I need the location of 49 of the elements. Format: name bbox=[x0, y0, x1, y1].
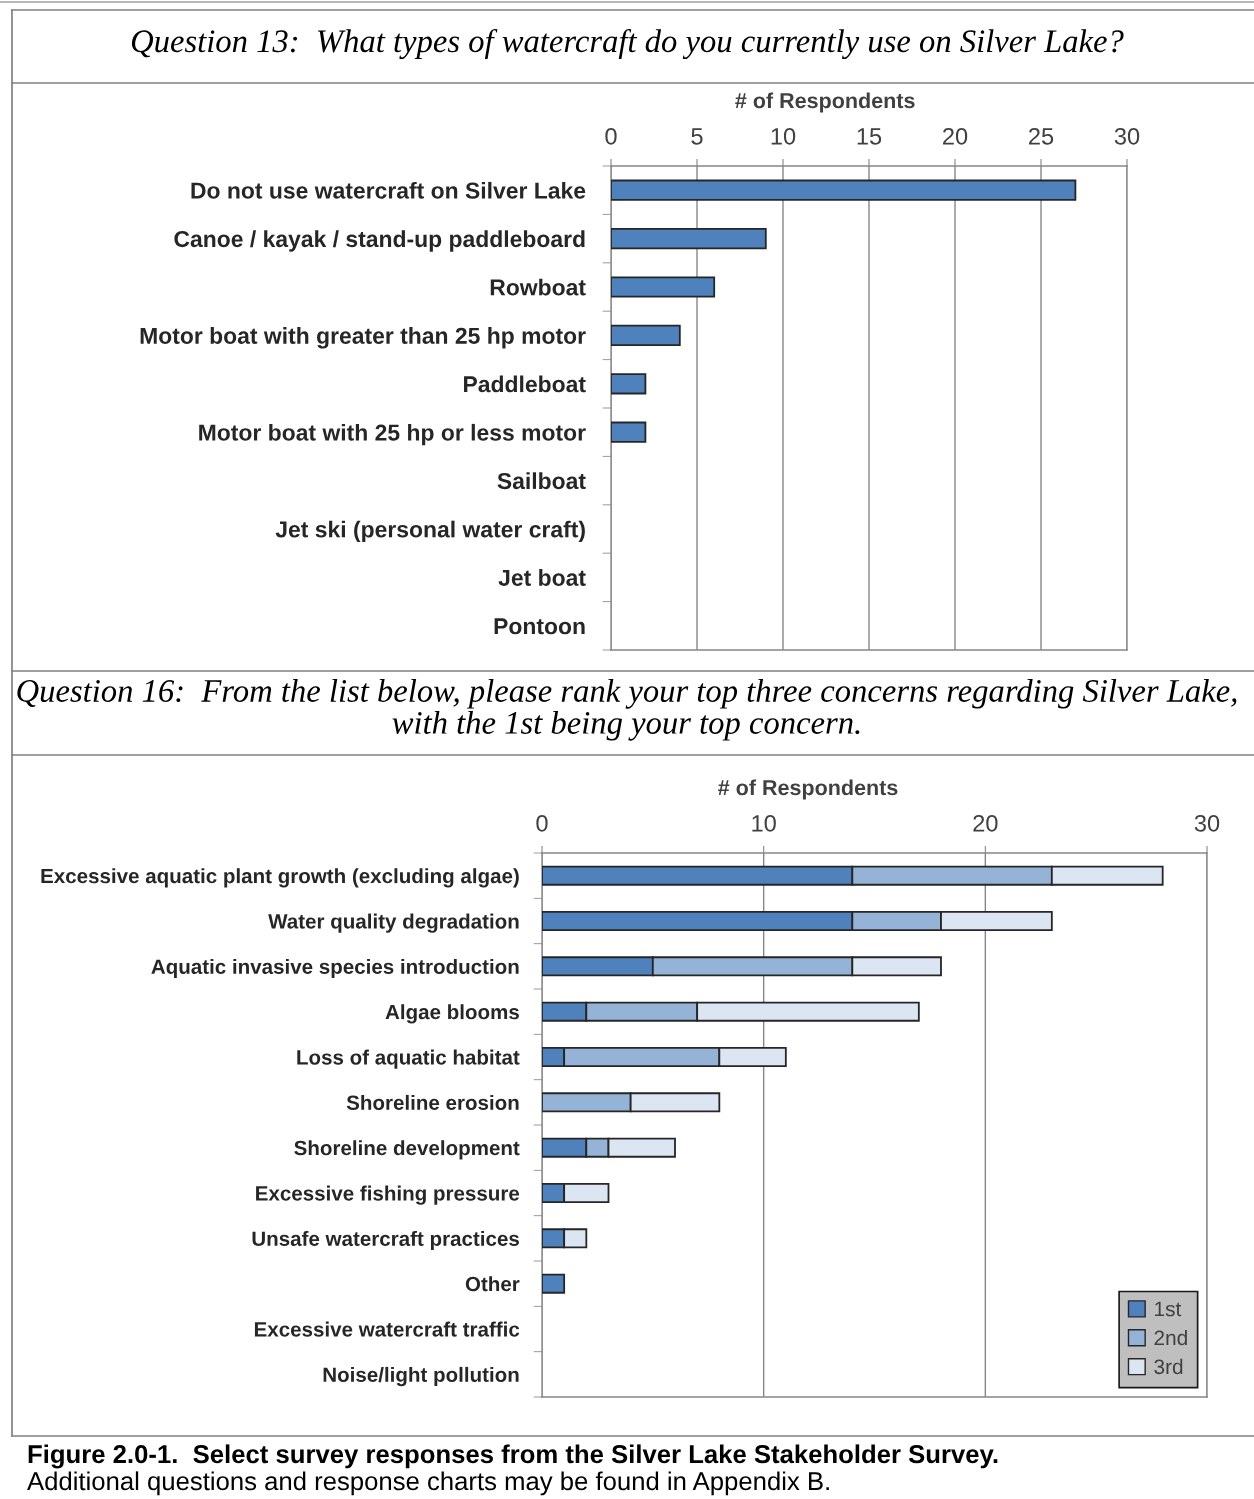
text: Additional questions and response charts may be found in Appendix B. bbox=[27, 1471, 829, 1496]
x-tick-label: 15 bbox=[857, 128, 882, 145]
bar bbox=[611, 373, 647, 395]
y-tick-label: Paddleboat bbox=[464, 375, 586, 393]
x-tick-label: 0 bbox=[536, 814, 548, 832]
y-tick-label: Water quality degradation bbox=[268, 913, 519, 933]
bar bbox=[542, 1273, 566, 1294]
y-tick-label: Shoreline erosion bbox=[346, 1094, 519, 1110]
bar bbox=[611, 228, 767, 250]
y-tick-label: Sailboat bbox=[497, 472, 586, 490]
x-tick-label: 20 bbox=[943, 127, 968, 145]
y-tick-label: Shoreline development bbox=[294, 1140, 520, 1160]
y-tick-label: Motor boat with greater than 25 hp motor bbox=[140, 327, 586, 349]
caption: Figure 2.0-1. Select survey responses from the Silver Lake Stakeholder Survey. bbox=[28, 1444, 998, 1469]
x-tick-label: 10 bbox=[771, 127, 796, 145]
y-tick-label: Jet ski (personal water craft) bbox=[275, 520, 585, 543]
y-tick-label: Jet boat bbox=[498, 569, 586, 586]
y-tick-label: Noise/light pollution bbox=[323, 1366, 519, 1387]
y-tick-label: Excessive fishing pressure bbox=[256, 1185, 520, 1205]
y-tick-label: Loss of aquatic habitat bbox=[297, 1049, 520, 1069]
x-tick-label: 25 bbox=[1029, 127, 1054, 145]
y-tick-label: Unsafe watercraft practices bbox=[252, 1230, 519, 1251]
bar bbox=[611, 324, 681, 346]
y-tick-label: Canoe / kayak / stand-up paddleboard bbox=[174, 230, 585, 252]
y-tick-label: Aquatic invasive species introduction bbox=[151, 958, 519, 979]
y-tick-label: Motor boat with 25 hp or less motor bbox=[199, 423, 586, 446]
bar bbox=[611, 276, 716, 298]
x-tick-label: 30 bbox=[1194, 814, 1220, 832]
y-tick-label: Algae blooms bbox=[385, 1004, 519, 1024]
x-tick-label: 30 bbox=[1114, 127, 1140, 145]
x-tick-label: 10 bbox=[752, 814, 776, 832]
y-tick-label: Pontoon bbox=[494, 618, 585, 635]
x-axis-title: # of Respondents bbox=[718, 779, 898, 800]
chart-title: Question 16: From the list below, please rank your top three concerns regarding Silver Lake, with the 1st being your top concern. bbox=[17, 679, 1237, 741]
y-tick-label: Excessive watercraft traffic bbox=[254, 1321, 520, 1337]
chart-title: Question 13: What types of watercraft do you currently use on Silver Lake? bbox=[131, 29, 1124, 60]
x-tick-label: 20 bbox=[973, 814, 998, 832]
x-tick-label: 5 bbox=[691, 128, 703, 145]
x-axis-title: # of Respondents bbox=[735, 92, 915, 113]
bar bbox=[611, 179, 1077, 201]
x-tick-label: 0 bbox=[605, 127, 617, 145]
y-tick-label: Rowboat bbox=[490, 278, 586, 296]
y-tick-label: Excessive aquatic plant growth (excluding algae) bbox=[41, 868, 519, 888]
y-tick-label: Do not use watercraft on Silver Lake bbox=[191, 181, 586, 199]
legend-label: 3rd bbox=[1154, 1358, 1183, 1375]
legend-label: 1st bbox=[1155, 1301, 1182, 1317]
y-tick-label: Other bbox=[465, 1276, 520, 1292]
bar bbox=[611, 421, 647, 443]
legend-label: 2nd bbox=[1154, 1329, 1187, 1346]
